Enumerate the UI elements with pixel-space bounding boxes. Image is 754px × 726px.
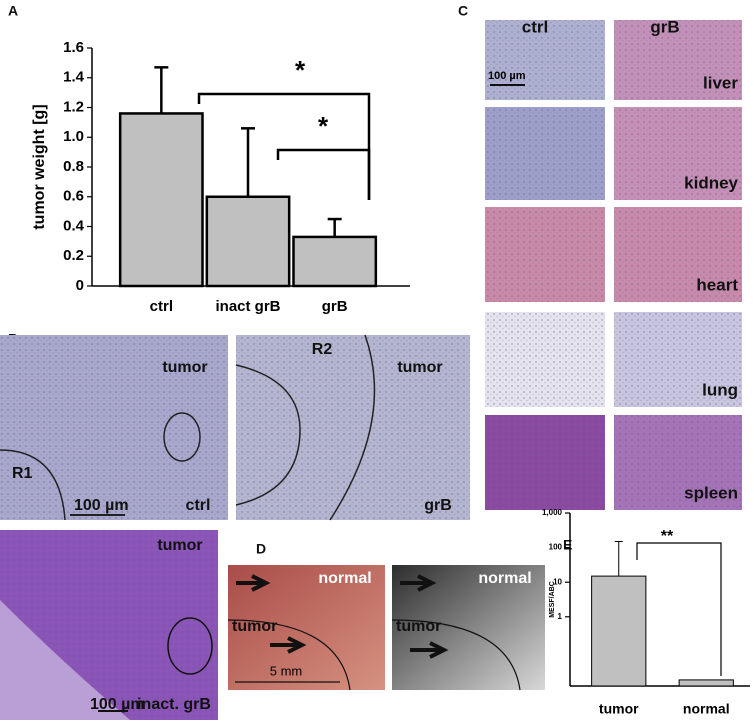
image-label: R1: [12, 465, 33, 482]
x-tick-label: normal: [683, 701, 730, 717]
bar: [205, 195, 291, 288]
y-tick-label: 0.2: [63, 247, 84, 264]
significance-bracket: [636, 542, 722, 676]
y-tick-label: 1.0: [63, 128, 84, 145]
y-tick-label: 10: [553, 577, 562, 586]
y-tick-label: 1,000: [542, 508, 563, 517]
photo: [227, 565, 385, 691]
organ-label: liver: [703, 73, 738, 92]
image-label: normal: [478, 570, 531, 587]
image-label: tumor: [396, 618, 441, 635]
y-tick-label: 1.2: [63, 98, 84, 115]
bar: [292, 235, 378, 288]
x-tick-label: grB: [322, 298, 348, 315]
micrograph-texture: [614, 415, 742, 510]
micrograph: [235, 334, 470, 521]
y-tick-label: 0: [76, 277, 84, 294]
micrograph: [0, 335, 228, 521]
scale-label: 100 µm: [74, 497, 129, 514]
organ-label: lung: [702, 380, 738, 399]
panel-label: C: [458, 3, 468, 19]
panel-label: E: [563, 537, 572, 553]
scale-label: 100 µm: [488, 70, 526, 82]
x-tick-label: inact grB: [215, 298, 280, 315]
photo: [391, 565, 545, 691]
column-label: ctrl: [522, 17, 548, 36]
image-label: grB: [424, 497, 452, 514]
y-tick-label: 1: [558, 612, 563, 621]
significance-star: *: [318, 111, 329, 141]
y-tick-label: 0.4: [63, 217, 85, 234]
y-tick-label: 1.4: [63, 69, 85, 86]
bar: [118, 112, 204, 288]
y-tick-label: 1.6: [63, 39, 84, 56]
organ-grid: liver kidney heart lung spleen: [485, 20, 742, 510]
micrograph-texture: [614, 107, 742, 200]
micrograph-texture: [485, 415, 605, 510]
micrograph-texture: [614, 20, 742, 100]
image-label: inact. grB: [137, 696, 211, 713]
micrograph-texture: [485, 20, 605, 100]
y-axis-label: tumor weight [g]: [31, 104, 48, 229]
organ-label: spleen: [684, 483, 738, 502]
image-label: tumor: [397, 359, 442, 376]
significance-star: *: [295, 55, 306, 85]
micrograph-texture: [485, 107, 605, 200]
y-tick-label: 0.6: [63, 188, 84, 205]
image-label: tumor: [162, 359, 207, 376]
micrograph: [0, 530, 218, 720]
significance-brackets: [197, 92, 371, 200]
image-label: normal: [318, 570, 371, 587]
organ-label: heart: [696, 275, 738, 294]
y-tick-label: 0.8: [63, 158, 84, 175]
bar: [591, 575, 647, 687]
micrograph-texture: [485, 312, 605, 407]
x-tick-label: ctrl: [150, 298, 173, 315]
significance-star: **: [661, 528, 674, 545]
image-label: tumor: [232, 618, 277, 635]
micrograph-texture: [614, 312, 742, 407]
scale-label: 5 mm: [270, 663, 303, 678]
panel-label: A: [8, 3, 18, 19]
column-label: grB: [650, 17, 679, 36]
micrograph-texture: [614, 207, 742, 302]
x-tick-label: tumor: [599, 701, 639, 717]
scale-label: 100 µm: [90, 696, 145, 713]
image-label: R2: [312, 341, 333, 358]
bar: [678, 679, 734, 687]
image-label: ctrl: [186, 497, 211, 514]
organ-label: kidney: [684, 173, 738, 192]
y-tick-label: 100: [549, 543, 563, 552]
panel-label: D: [256, 541, 266, 557]
image-label: tumor: [157, 537, 202, 554]
y-axis-label: MESF/ABC: [549, 581, 556, 618]
micrograph-texture: [485, 207, 605, 302]
